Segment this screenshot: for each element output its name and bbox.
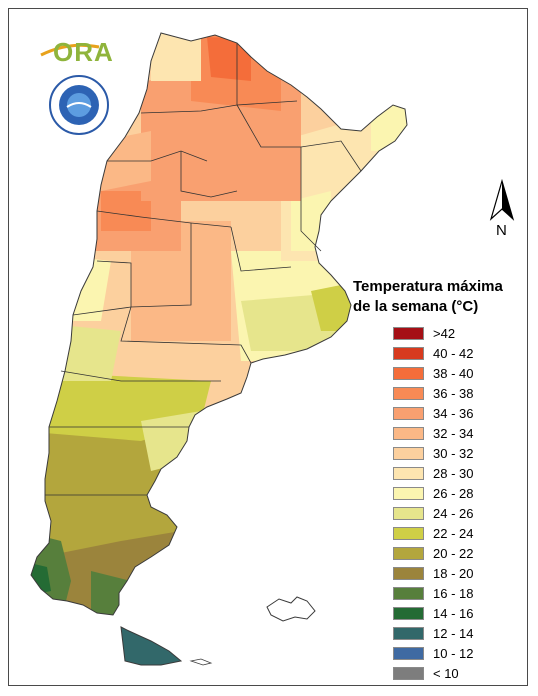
legend-label: 24 - 26 — [433, 506, 474, 521]
legend-item: 16 - 18 — [393, 585, 527, 605]
ora-logo-text: ORA — [53, 37, 114, 67]
tierra-del-fuego — [120, 626, 183, 666]
temperature-legend: Temperatura máxima de la semana (°C) >42… — [353, 277, 527, 681]
legend-item: 40 - 42 — [393, 345, 527, 365]
legend-title-line2: de la semana (°C) — [353, 298, 479, 315]
legend-swatch — [393, 507, 424, 520]
legend-swatch — [393, 387, 424, 400]
legend-swatch — [393, 627, 424, 640]
legend-item: 30 - 32 — [393, 445, 527, 465]
province-borders — [45, 43, 362, 496]
legend-swatch — [393, 587, 424, 600]
legend-swatch — [393, 487, 424, 500]
malvinas-islands — [266, 596, 316, 622]
legend-label: 34 - 36 — [433, 406, 474, 421]
legend-label: 16 - 18 — [433, 586, 474, 601]
legend-label: 30 - 32 — [433, 446, 474, 461]
legend-item: >42 — [393, 325, 527, 345]
legend-swatch — [393, 527, 424, 540]
legend-title: Temperatura máxima de la semana (°C) — [353, 277, 527, 317]
legend-label: 26 - 28 — [433, 486, 474, 501]
legend-item: 26 - 28 — [393, 485, 527, 505]
legend-item: < 10 — [393, 665, 527, 685]
legend-item: 36 - 38 — [393, 385, 527, 405]
legend-swatch — [393, 427, 424, 440]
smn-seal-logo — [49, 75, 109, 135]
legend-item: 24 - 26 — [393, 505, 527, 525]
legend-item: 14 - 16 — [393, 605, 527, 625]
legend-swatch — [393, 407, 424, 420]
legend-item: 32 - 34 — [393, 425, 527, 445]
north-label: N — [496, 222, 507, 239]
ora-logo: ORA — [39, 33, 119, 73]
legend-label: 12 - 14 — [433, 626, 474, 641]
legend-label: >42 — [433, 326, 456, 341]
legend-swatch — [393, 547, 424, 560]
legend-swatch — [393, 367, 424, 380]
legend-title-line1: Temperatura máxima — [353, 278, 503, 295]
legend-label: 10 - 12 — [433, 646, 474, 661]
legend-label: 20 - 22 — [433, 546, 474, 561]
temperature-map — [9, 9, 527, 685]
legend-item: 22 - 24 — [393, 525, 527, 545]
legend-swatch — [393, 647, 424, 660]
legend-swatch — [393, 347, 424, 360]
legend-swatch — [393, 607, 424, 620]
legend-item: 28 - 30 — [393, 465, 527, 485]
legend-label: 18 - 20 — [433, 566, 474, 581]
legend-items: >42 40 - 42 38 - 40 36 - 38 34 - 36 32 - 34 30… — [393, 325, 527, 685]
legend-swatch — [393, 667, 424, 680]
legend-item: 38 - 40 — [393, 365, 527, 385]
legend-swatch — [393, 467, 424, 480]
legend-item: 12 - 14 — [393, 625, 527, 645]
legend-swatch — [393, 567, 424, 580]
legend-swatch — [393, 447, 424, 460]
country-outline — [30, 32, 408, 616]
legend-label: 22 - 24 — [433, 526, 474, 541]
legend-label: 38 - 40 — [433, 366, 474, 381]
legend-label: 14 - 16 — [433, 606, 474, 621]
legend-item: 18 - 20 — [393, 565, 527, 585]
map-frame: ORA N Temperatura máxima de la semana (°… — [8, 8, 528, 686]
legend-item: 10 - 12 — [393, 645, 527, 665]
legend-swatch — [393, 327, 424, 340]
legend-item: 34 - 36 — [393, 405, 527, 425]
legend-label: 28 - 30 — [433, 466, 474, 481]
legend-label: 36 - 38 — [433, 386, 474, 401]
legend-label: 40 - 42 — [433, 346, 474, 361]
ora-swoosh-icon — [40, 43, 100, 57]
legend-label: 32 - 34 — [433, 426, 474, 441]
north-arrow-icon — [489, 179, 515, 221]
legend-label: < 10 — [433, 666, 459, 681]
isla-estados — [189, 658, 213, 666]
seal-emblem-icon — [59, 85, 99, 125]
legend-item: 20 - 22 — [393, 545, 527, 565]
